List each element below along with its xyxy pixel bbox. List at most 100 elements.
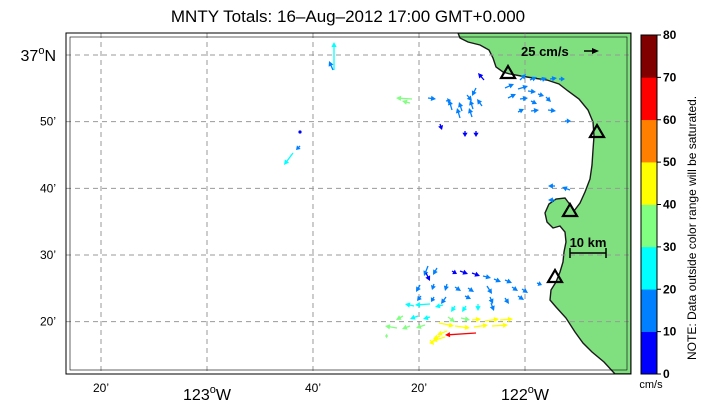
lat-label-2-value: 40’ (40, 181, 56, 195)
current-vector-11 (517, 84, 528, 90)
map-frame-outer (65, 32, 632, 375)
colorbar-tick-label-6: 60 (663, 113, 677, 127)
current-vector-70 (475, 304, 481, 311)
map-frame-inner (69, 36, 628, 371)
lat-label-4-value: 20’ (40, 315, 56, 329)
current-vector-17 (530, 99, 537, 105)
current-vector-90 (445, 332, 477, 338)
map-panel: 25 cm/s 10 km (65, 32, 632, 375)
current-vector-27 (468, 108, 474, 118)
current-vector-14 (545, 96, 551, 102)
current-vector-65 (517, 295, 524, 300)
current-vector-48 (493, 277, 501, 283)
current-vector-24 (469, 100, 475, 110)
colorbar-tick-label-4: 40 (663, 198, 677, 212)
current-vector-28 (517, 108, 524, 114)
current-vector-82 (402, 324, 411, 330)
reference-arrow-head (592, 48, 599, 54)
current-vector-74 (410, 314, 419, 320)
current-vector-33 (462, 131, 468, 137)
colorbar-cell-4 (641, 162, 657, 205)
lat-label-1: 50’ (40, 115, 56, 129)
current-vector-22 (447, 100, 453, 111)
current-vector-68 (451, 305, 456, 312)
current-vector-19 (402, 99, 411, 105)
current-vector-86 (473, 323, 488, 329)
current-vector-20 (427, 95, 436, 101)
current-vector-49 (504, 278, 512, 284)
current-vector-62 (464, 294, 471, 300)
current-vector-43 (425, 272, 431, 281)
current-vector-61 (441, 296, 447, 304)
current-vector-6 (529, 76, 537, 82)
current-vector-18 (396, 95, 413, 101)
lat-label-3: 30’ (40, 248, 56, 262)
colorbar-tick-label-3: 30 (663, 240, 677, 254)
current-vector-32 (438, 123, 444, 130)
current-vector-30 (547, 107, 556, 113)
current-vector-66 (415, 302, 431, 308)
station-3 (561, 201, 579, 218)
current-vector-59 (417, 295, 422, 301)
current-vector-0 (331, 42, 337, 70)
current-vector-72 (405, 302, 415, 308)
lat-label-1-value: 50’ (40, 115, 56, 129)
lon-label-3: 20’ (411, 381, 427, 395)
current-vector-25 (477, 99, 483, 107)
lon-label-1: 123oW (183, 384, 232, 404)
current-vector-75 (423, 315, 431, 321)
current-vector-23 (458, 102, 464, 112)
lon-label-2-value: 40’ (305, 381, 321, 395)
lon-label-2: 40’ (305, 381, 321, 395)
current-vector-5 (519, 74, 526, 81)
current-vector-37 (284, 152, 294, 165)
current-vector-47 (482, 274, 491, 280)
current-vector-39 (562, 186, 571, 192)
station-2 (588, 122, 606, 139)
lon-label-4-hemisphere: W (534, 387, 550, 404)
lat-label-0: 37oN (21, 45, 56, 65)
current-vector-2 (478, 73, 485, 81)
lon-label-1-hemisphere: W (216, 387, 232, 404)
colorbar-tick-label-5: 50 (663, 155, 677, 169)
colorbar-tick-label-1: 10 (663, 325, 677, 339)
current-vector-31 (565, 118, 571, 124)
current-vector-34 (473, 131, 479, 137)
current-vector-12 (527, 88, 536, 94)
current-vector-13 (537, 92, 544, 98)
current-vector-46 (471, 271, 480, 277)
current-vector-3 (471, 87, 477, 96)
current-vector-53 (454, 286, 461, 291)
current-vector-69 (462, 305, 467, 312)
lon-label-3-value: 20’ (411, 381, 427, 395)
current-vector-29 (530, 108, 539, 114)
current-vector-44 (451, 269, 457, 275)
current-vector-81 (385, 324, 398, 330)
current-vector-56 (511, 286, 518, 291)
current-vector-7 (539, 76, 547, 82)
lon-label-4-value: 122 (501, 387, 528, 404)
current-vector-76 (447, 316, 455, 322)
current-vector-88 (385, 333, 388, 339)
current-vector-10 (504, 83, 514, 89)
current-vector-85 (454, 324, 470, 330)
lat-label-0-degree: o (38, 45, 44, 57)
current-vector-67 (435, 303, 444, 309)
colorbar-tick-label-7: 70 (663, 70, 677, 84)
colorbar-tick-label-2: 20 (663, 282, 677, 296)
current-vector-40 (548, 197, 555, 203)
radar-stations (499, 63, 606, 284)
colorbar-tick-label-8: 80 (663, 28, 677, 42)
lat-label-0-hemisphere: N (44, 48, 56, 65)
current-vector-50 (416, 284, 421, 292)
current-vector-83 (416, 323, 426, 329)
current-vector-73 (396, 315, 404, 320)
current-vector-9 (559, 76, 565, 82)
lon-label-1-degree: o (210, 384, 216, 396)
current-vector-52 (443, 283, 449, 291)
current-vector-38 (548, 183, 555, 189)
colorbar-tick-label-0: 0 (663, 367, 670, 381)
scale-bar-label: 10 km (570, 235, 607, 250)
lat-label-2: 40’ (40, 181, 56, 195)
